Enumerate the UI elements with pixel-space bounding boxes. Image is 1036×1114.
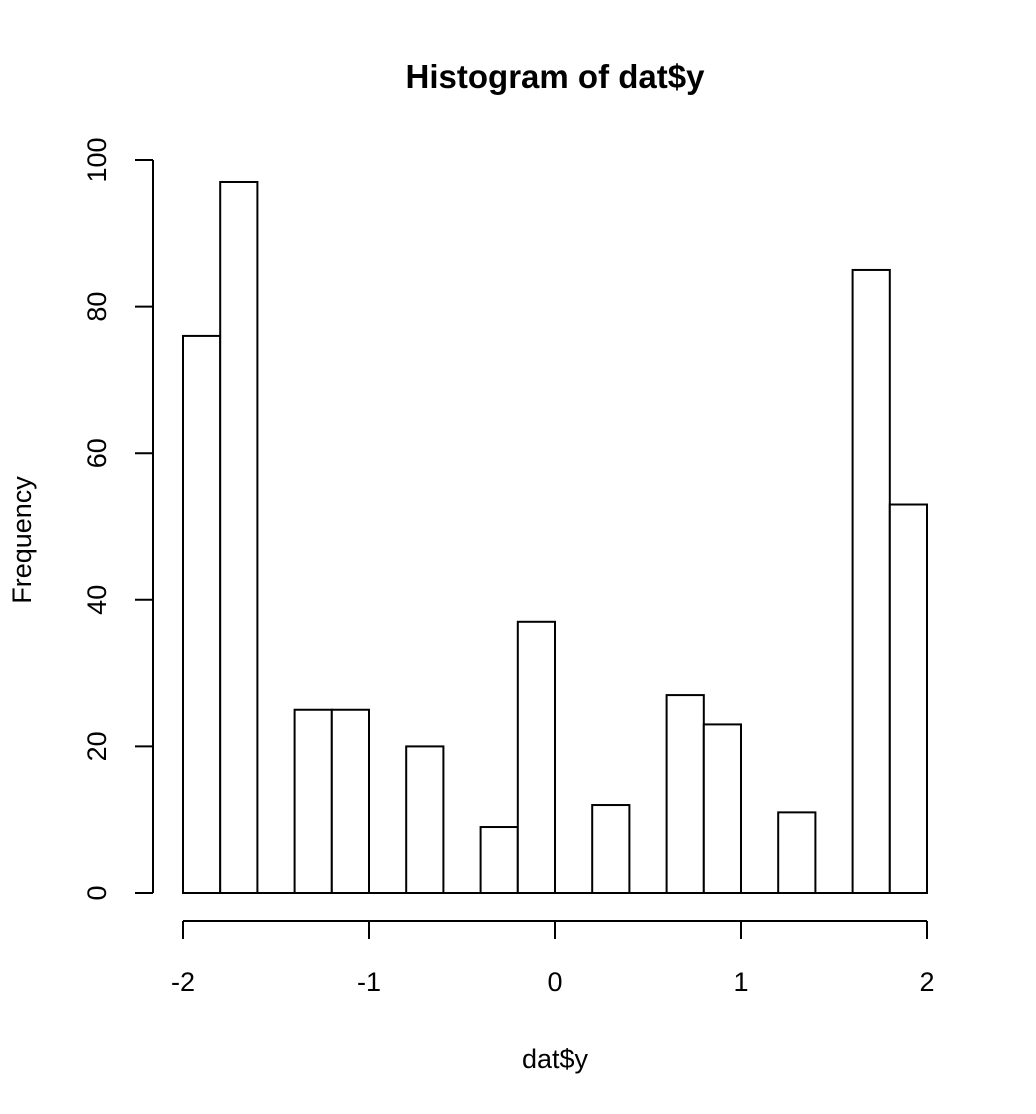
x-axis-label: dat$y bbox=[522, 1044, 589, 1074]
histogram-bar bbox=[516, 620, 556, 894]
y-tick-label: 80 bbox=[82, 292, 112, 322]
histogram-bar bbox=[293, 708, 333, 894]
bars-group bbox=[182, 180, 928, 895]
histogram-bar bbox=[479, 826, 519, 895]
chart-title: Histogram of dat$y bbox=[406, 58, 706, 95]
histogram-bar bbox=[777, 811, 817, 894]
histogram-bar bbox=[591, 804, 631, 894]
histogram-bar bbox=[330, 708, 370, 894]
histogram-bar bbox=[182, 334, 222, 895]
x-axis: -2 -1 0 1 2 bbox=[171, 920, 935, 997]
x-tick-label: -1 bbox=[357, 967, 381, 997]
histogram-bar bbox=[405, 745, 445, 895]
x-tick-label: 1 bbox=[733, 967, 748, 997]
y-axis-label: Frequency bbox=[7, 476, 37, 604]
y-tick-label: 20 bbox=[82, 731, 112, 761]
y-axis: 0 20 40 60 80 100 bbox=[82, 137, 154, 901]
x-tick-label: 2 bbox=[919, 967, 934, 997]
x-tick-label: -2 bbox=[171, 967, 195, 997]
histogram-bar bbox=[665, 694, 705, 895]
histogram-bar bbox=[702, 723, 742, 894]
histogram-bar bbox=[851, 268, 891, 894]
y-tick-label: 0 bbox=[82, 885, 112, 900]
y-tick-label: 40 bbox=[82, 585, 112, 615]
y-tick-label: 100 bbox=[82, 137, 112, 182]
histogram-bar bbox=[219, 180, 259, 895]
x-tick-label: 0 bbox=[547, 967, 562, 997]
y-tick-label: 60 bbox=[82, 438, 112, 468]
histogram-bar bbox=[888, 503, 928, 894]
